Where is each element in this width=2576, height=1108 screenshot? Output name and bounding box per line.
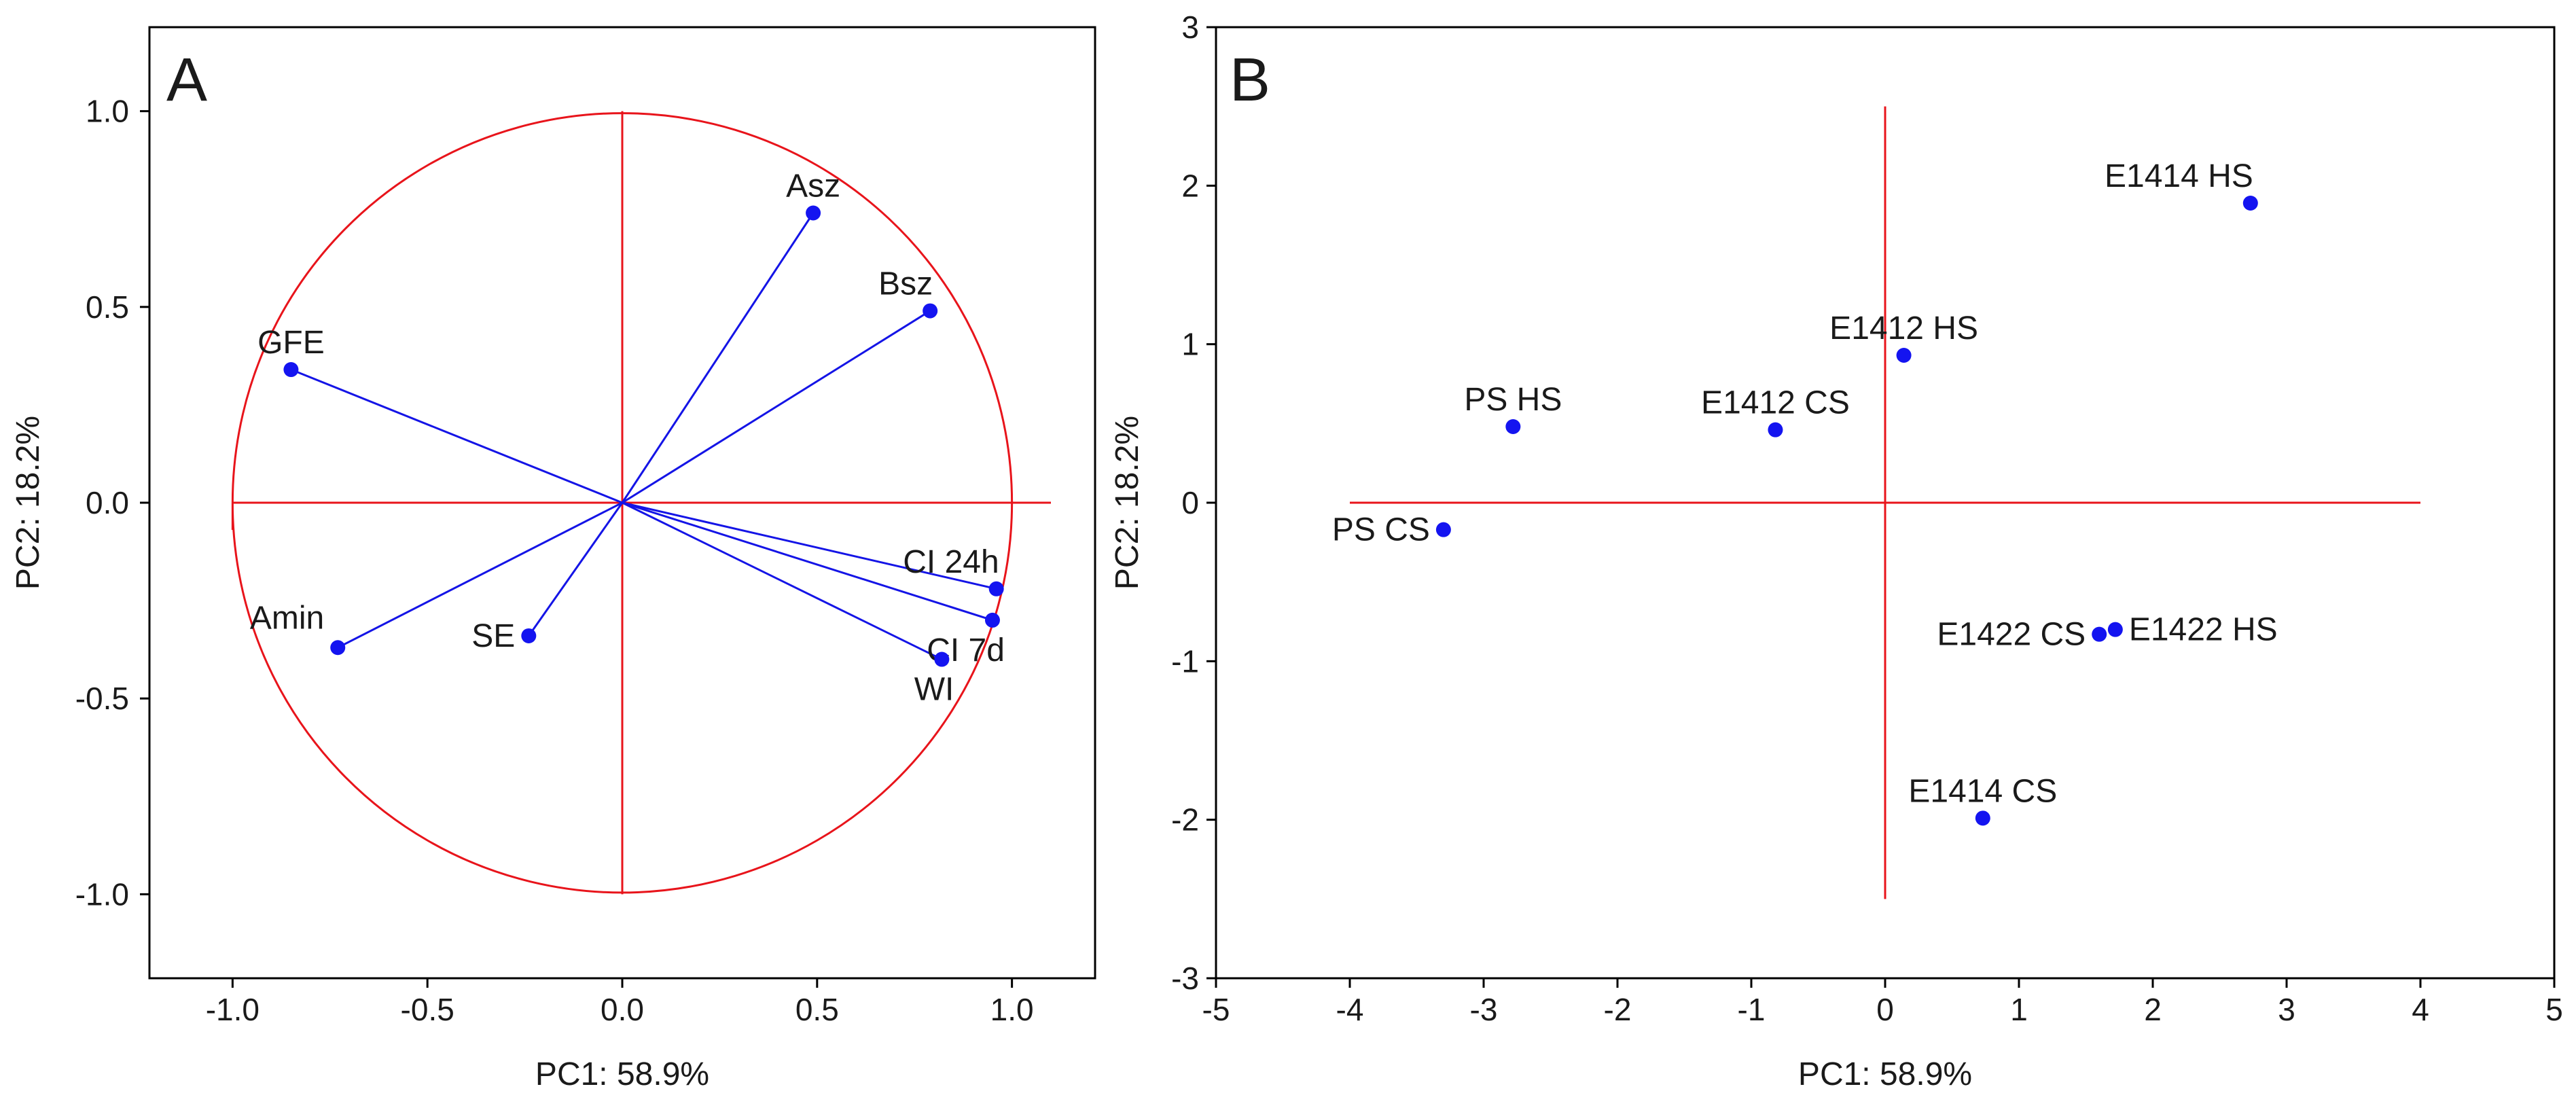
panel-a-data-point	[984, 612, 1000, 628]
panel-b-x-tick-label: -5	[1202, 992, 1230, 1027]
panel-a-data-point	[923, 303, 938, 319]
panel-a-point-label: Asz	[786, 168, 840, 204]
panel-b-y-tick-label: 2	[1181, 168, 1199, 203]
panel-a-x-tick-label: 0.0	[601, 992, 644, 1027]
panel-b-point-label: PS CS	[1332, 512, 1430, 548]
panel-b-data-point	[1435, 522, 1451, 537]
panel-a-loading-vector	[622, 501, 997, 590]
panel-a-point-label: Bsz	[878, 266, 933, 302]
panel-b-point-label: E1412 HS	[1829, 310, 1978, 346]
panel-a-data-point	[283, 362, 299, 378]
panel-b-point-label: E1412 CS	[1701, 385, 1850, 421]
panel-b-data-point	[1768, 422, 1783, 437]
panel-b-point-label: E1414 CS	[1908, 773, 2057, 809]
panel-b: B -5 -4 -3 -2 -1 0 1 2 3 4 5 -3 -2 -1 0 1 2 3 E1414 HS E141…	[1109, 10, 2563, 1092]
panel-a-data-point	[934, 651, 950, 667]
panel-a-label: A	[166, 46, 207, 114]
panel-a-loading-vector	[622, 310, 931, 504]
panel-a-y-axis-title: PC2: 18.2%	[10, 416, 46, 590]
panel-a-frame	[148, 26, 1096, 980]
panel-a-loading-vector	[290, 368, 623, 504]
panel-b-x-tick-label: 2	[2144, 992, 2162, 1027]
panel-b-label: B	[1230, 46, 1270, 114]
panel-b-point-label: E1414 HS	[2105, 158, 2253, 194]
panel-b-x-tick-label: -4	[1336, 992, 1364, 1027]
panel-a-data-point	[330, 640, 346, 656]
panel-a-loading-vector	[622, 501, 943, 660]
panel-a-point-label: Amin	[250, 600, 324, 636]
panel-b-point-label: E1422 HS	[2129, 612, 2278, 648]
panel-b-y-tick-label: 1	[1181, 327, 1199, 362]
panel-a-point-label: GFE	[257, 325, 325, 361]
panel-a-data-point	[806, 205, 821, 221]
panel-a-x-tick-label: -0.5	[401, 992, 454, 1027]
panel-a-y-tick-label: 0.0	[86, 485, 129, 520]
panel-b-data-point	[2092, 626, 2107, 642]
panel-a-loading-vector	[622, 501, 993, 622]
panel-a-data-point	[521, 628, 537, 643]
panel-b-data-point	[1505, 419, 1521, 434]
panel-a-point-label: CI 24h	[903, 544, 999, 580]
panel-a-x-tick-label: -1.0	[206, 992, 260, 1027]
panel-a-y-tick-label: -0.5	[75, 681, 129, 716]
panel-b-y-tick-label: 3	[1181, 10, 1199, 45]
panel-a-y-tick-label: -1.0	[75, 876, 129, 912]
panel-b-y-axis-title: PC2: 18.2%	[1109, 416, 1145, 590]
panel-a-point-label: WI	[914, 672, 954, 708]
panel-a-x-axis-title: PC1: 58.9%	[535, 1056, 709, 1092]
panel-b-x-tick-label: 3	[2278, 992, 2295, 1027]
panel-a-y-tick-label: 1.0	[86, 94, 129, 129]
panel-b-x-tick-label: 4	[2412, 992, 2429, 1027]
panel-b-y-tick-label: -3	[1171, 961, 1199, 996]
panel-b-x-tick-label: 0	[1876, 992, 1894, 1027]
panel-b-plot: -5 -4 -3 -2 -1 0 1 2 3 4 5 -3 -2 -1 0 1 2 3 E1414 HS E1412 …	[1171, 10, 2563, 1027]
panel-a: A -1.0 -0.5 0.0 0.5 1.0 -1.0 -0.5 0.0 0.5 1.0 Asz B…	[10, 26, 1096, 1092]
panel-b-y-tick-label: 0	[1181, 485, 1199, 520]
panel-a-correlation-circle	[231, 112, 1014, 894]
panel-a-loading-vector	[337, 501, 623, 649]
panel-b-data-point	[2242, 196, 2258, 211]
panel-b-point-label: E1422 CS	[1937, 617, 2086, 653]
panel-b-data-point	[2107, 622, 2123, 637]
panel-b-y-tick-label: -2	[1171, 802, 1199, 838]
panel-a-plot: -1.0 -0.5 0.0 0.5 1.0 -1.0 -0.5 0.0 0.5 1.0 Asz Bsz…	[75, 94, 1051, 1027]
panel-b-data-point	[1975, 810, 1990, 826]
panel-b-frame	[1215, 26, 2556, 980]
panel-a-loading-vector	[621, 212, 815, 503]
panel-b-x-tick-label: -3	[1470, 992, 1498, 1027]
panel-a-loading-vector	[528, 502, 624, 637]
panel-a-x-tick-label: 1.0	[990, 992, 1034, 1027]
panel-b-x-tick-label: 5	[2545, 992, 2563, 1027]
panel-b-x-tick-label: -2	[1604, 992, 1632, 1027]
panel-a-point-label: SE	[471, 618, 515, 654]
panel-a-y-tick-label: 0.5	[86, 289, 129, 325]
panel-b-x-tick-label: 1	[2010, 992, 2028, 1027]
panel-b-y-tick-label: -1	[1171, 643, 1199, 679]
panel-a-x-tick-label: 0.5	[795, 992, 839, 1027]
panel-b-x-tick-label: -1	[1738, 992, 1766, 1027]
panel-b-point-label: PS HS	[1464, 382, 1562, 418]
panel-a-data-point	[988, 581, 1004, 596]
panel-b-data-point	[1896, 348, 1912, 363]
panel-b-x-axis-title: PC1: 58.9%	[1798, 1056, 1972, 1092]
